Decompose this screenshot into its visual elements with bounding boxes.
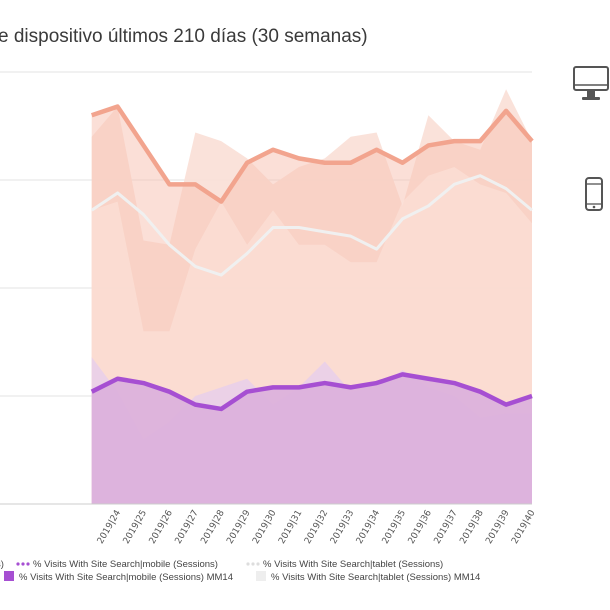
mobile-mm14-line: [90, 372, 533, 412]
legend-marker: [251, 562, 255, 566]
legend[interactable]: s) % Visits With Site Search|mobile (Sess…: [0, 559, 480, 583]
legend-item[interactable]: s): [0, 559, 4, 570]
legend-marker: [256, 571, 266, 581]
x-tick-label: 2019|39: [484, 508, 511, 546]
x-tick-label: 2019|30: [251, 508, 278, 546]
legend-label: % Visits With Site Search|mobile (Sessio…: [33, 559, 218, 570]
legend-item[interactable]: % Visits With Site Search|mobile (Sessio…: [4, 571, 233, 583]
tablet-mm14-line: [90, 174, 533, 277]
desktop-monitor-icon[interactable]: [572, 64, 610, 104]
x-tick-label: 2019|26: [148, 508, 175, 546]
x-tick-label: 2019|38: [458, 508, 485, 546]
x-axis-ticks: 2019|242019|252019|262019|272019|282019|…: [96, 508, 538, 546]
area-layer: [91, 89, 532, 505]
legend-marker: [256, 562, 260, 566]
x-tick-label: 2019|24: [96, 508, 123, 546]
x-tick-label: 2019|35: [381, 509, 408, 546]
legend-label: % Visits With Site Search|tablet (Sessio…: [263, 559, 443, 570]
x-tick-label: 2019|25: [122, 509, 149, 546]
legend-marker: [4, 571, 14, 581]
line-layer: [90, 104, 534, 412]
x-tick-label: 2019|28: [199, 508, 226, 546]
legend-item[interactable]: % Visits With Site Search|tablet (Sessio…: [256, 571, 480, 583]
legend-marker: [246, 562, 250, 566]
x-tick-label: 2019|33: [329, 509, 356, 546]
x-tick-label: 2019|29: [225, 508, 252, 546]
chart-title: e dispositivo últimos 210 días (30 seman…: [0, 26, 368, 47]
legend-item[interactable]: % Visits With Site Search|mobile (Sessio…: [16, 559, 218, 570]
legend-label: % Visits With Site Search|tablet (Sessio…: [271, 572, 480, 583]
x-tick-label: 2019|40: [510, 508, 537, 546]
desktop-mm14-line: [90, 104, 534, 204]
legend-marker: [21, 562, 25, 566]
x-tick-label: 2019|32: [303, 509, 330, 546]
legend-marker: [26, 562, 30, 566]
x-tick-label: 2019|27: [174, 509, 201, 546]
legend-label: % Visits With Site Search|mobile (Sessio…: [19, 572, 233, 583]
x-tick-label: 2019|34: [355, 508, 382, 546]
x-tick-label: 2019|31: [277, 509, 304, 546]
mobile-mm14-area: [91, 374, 532, 504]
legend-marker: [16, 562, 20, 566]
x-tick-label: 2019|36: [407, 508, 434, 546]
legend-label: s): [0, 559, 4, 570]
x-tick-label: 2019|37: [433, 509, 460, 546]
smartphone-icon[interactable]: [583, 176, 605, 212]
legend-item[interactable]: % Visits With Site Search|tablet (Sessio…: [246, 559, 443, 570]
